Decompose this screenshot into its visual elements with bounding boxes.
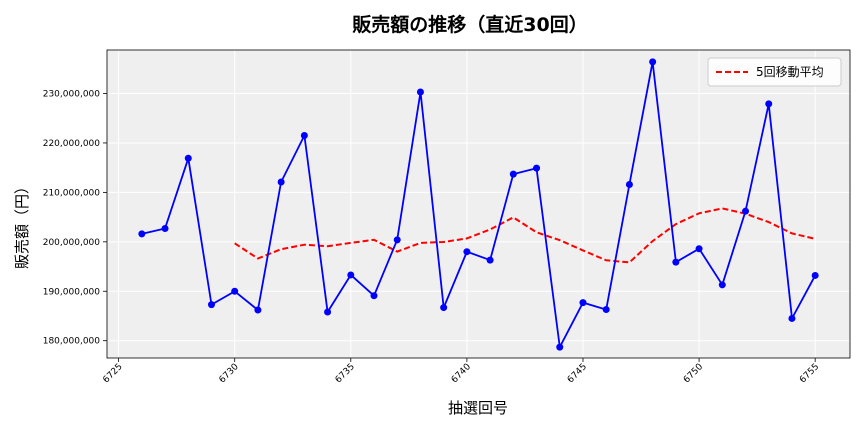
sales-point [393, 236, 401, 244]
x-tick-label: 6725 [101, 362, 124, 385]
sales-point [765, 100, 773, 108]
sales-point [324, 308, 332, 316]
sales-point [347, 271, 355, 279]
x-axis-title: 抽選回号 [448, 399, 508, 417]
sales-point [718, 281, 726, 289]
sales-point [811, 271, 819, 279]
sales-point [207, 301, 215, 309]
y-tick-label: 180,000,000 [43, 337, 101, 347]
plot-frame [106, 49, 851, 359]
y-tick-label: 220,000,000 [43, 139, 101, 149]
sales-point [533, 164, 541, 172]
x-tick-label: 6745 [566, 362, 589, 385]
x-tick-label: 6730 [218, 362, 241, 385]
sales-point [370, 292, 378, 300]
sales-point [556, 343, 564, 351]
sales-point [486, 256, 494, 264]
sales-point [184, 154, 192, 162]
y-tick-label: 190,000,000 [43, 287, 101, 297]
moving-average-line [234, 207, 816, 264]
sales-point [742, 207, 750, 215]
axes [103, 49, 851, 362]
sales-point [138, 230, 146, 238]
plot-background [107, 50, 850, 358]
x-tick-label: 6755 [798, 362, 821, 385]
legend: 5回移動平均 [707, 57, 842, 87]
sales-point [602, 306, 610, 314]
sales-point [625, 180, 633, 188]
sales-line [141, 61, 816, 351]
x-tick-label: 6740 [450, 362, 473, 385]
sales-point [440, 304, 448, 312]
y-axis-title: 販売額（円） [13, 179, 31, 269]
sales-point [695, 245, 703, 253]
y-tick-label: 200,000,000 [43, 238, 101, 248]
sales-point [161, 224, 169, 232]
sales-point [672, 258, 680, 266]
grid-lines [107, 50, 850, 358]
x-tick-label: 6735 [334, 362, 357, 385]
legend-label-moving-average: 5回移動平均 [756, 65, 824, 79]
x-tick-label: 6750 [682, 362, 705, 385]
sales-point [509, 170, 517, 178]
sales-point [416, 88, 424, 96]
y-tick-label: 210,000,000 [43, 188, 101, 198]
chart-title: 販売額の推移（直近30回） [352, 13, 587, 36]
sales-point [579, 299, 587, 307]
sales-point [649, 58, 657, 66]
y-tick-label: 230,000,000 [43, 90, 101, 100]
sales-point [231, 287, 239, 295]
sales-point [300, 132, 308, 140]
sales-point [788, 314, 796, 322]
legend-box [707, 57, 842, 87]
sales-point [254, 306, 262, 314]
series-layer [138, 58, 819, 351]
sales-point [277, 178, 285, 186]
sales-point [463, 248, 471, 256]
